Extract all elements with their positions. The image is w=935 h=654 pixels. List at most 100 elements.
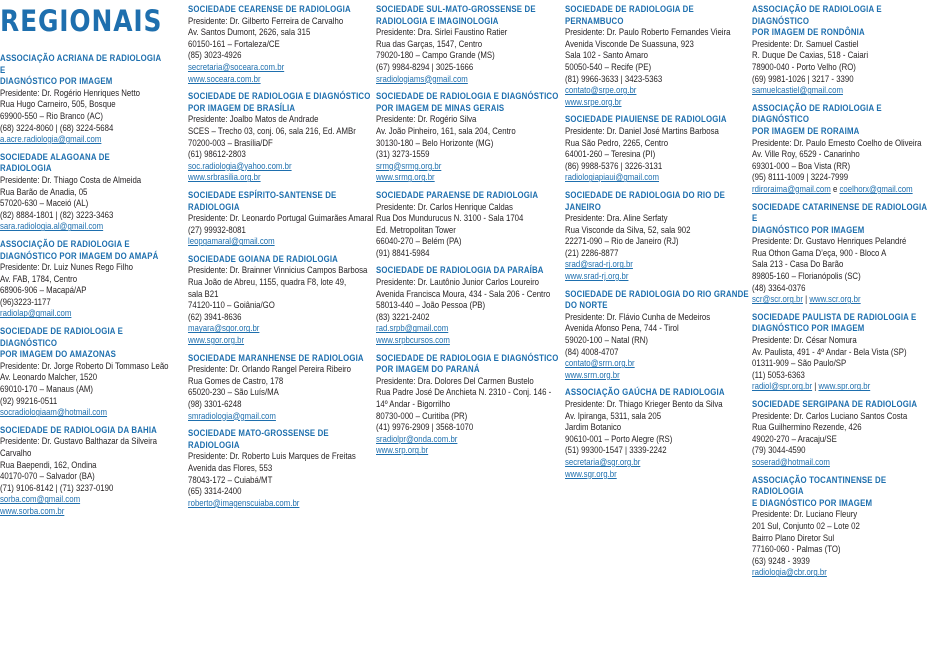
contact-line: Avenida das Flores, 553	[188, 462, 273, 473]
contact-link[interactable]: leopgamaral@gmail.com	[188, 236, 275, 247]
link-separator: e	[830, 183, 840, 194]
contact-link[interactable]: a.acre.radiologia@gmail.com	[0, 134, 102, 145]
contact-line: (95) 8111-1009 | 3224-7999	[752, 172, 849, 183]
contact-line: (21) 2286-8877	[565, 247, 619, 258]
contact-link[interactable]: soserad@hotmail.com	[752, 456, 830, 467]
society-name: SOCIEDADE CEARENSE DE RADIOLOGIA	[188, 4, 351, 14]
society-name: SOCIEDADE MARANHENSE DE RADIOLOGIA	[188, 352, 364, 363]
contact-line: 78043-172 – Cuiabá/MT	[188, 474, 273, 485]
contact-line: Presidente: Dr. Carlos Luciano Santos Co…	[752, 410, 908, 421]
contact-link[interactable]: contato@srpe.org.br	[565, 85, 637, 96]
society-name: E DIAGNÓSTICO POR IMAGEM	[752, 497, 873, 508]
society-name: JANEIRO	[565, 201, 601, 212]
contact-line: Sala 213 - Casa Do Barão	[752, 259, 844, 270]
contact-line: Presidente: Dr. Rogério Silva	[376, 114, 477, 125]
society-name: ASSOCIAÇÃO DE RADIOLOGIA E DIAGNÓSTICO	[752, 102, 882, 125]
contact-line: Avenida Francisca Moura, 434 - Sala 206 …	[376, 288, 551, 299]
contact-link[interactable]: www.sgor.org.br	[188, 335, 245, 346]
society-name: ASSOCIAÇÃO ACRIANA DE RADIOLOGIA E	[0, 53, 162, 75]
contact-link[interactable]: www.srmg.org.br	[376, 172, 435, 183]
society-entry: ASSOCIAÇÃO DE RADIOLOGIA E DIAGNÓSTICO PO…	[0, 239, 162, 320]
contact-link[interactable]: www.soceara.com.br	[188, 73, 261, 84]
column-5: ASSOCIAÇÃO DE RADIOLOGIA E DIAGNÓSTICO PO…	[752, 4, 934, 585]
contact-link[interactable]: www.scr.org.br	[809, 294, 861, 305]
contact-link[interactable]: secretaria@soceara.com.br	[188, 61, 285, 72]
contact-link[interactable]: secretaria@sgr.org.br	[565, 456, 641, 467]
contact-line: 78900-040 - Porto Velho (RO)	[752, 61, 856, 72]
contact-link[interactable]: rad.srpb@gmail.com	[376, 323, 449, 334]
society-name: SOCIEDADE PIAUIENSE DE RADIOLOGIA	[565, 114, 727, 125]
contact-link[interactable]: www.sgr.org.br	[565, 468, 617, 479]
contact-line: Rua das Garças, 1547, Centro	[376, 38, 483, 49]
contact-line: 58013-440 – João Pessoa (PB)	[376, 300, 486, 311]
society-entry: SOCIEDADE DE RADIOLOGIA E DIAGNÓSTICO POR…	[188, 91, 375, 184]
contact-link[interactable]: scr@scr.org.br	[752, 294, 803, 305]
contact-link[interactable]: mayara@sgor.org.br	[188, 323, 260, 334]
contact-link[interactable]: smradiologia@gmail.com	[188, 410, 276, 421]
contact-line: Presidente: Dra. Dolores Del Carmen Bust…	[376, 375, 534, 386]
contact-link[interactable]: www.spr.org.br	[818, 381, 871, 392]
society-name: POR IMAGEM DE RORAIMA	[752, 125, 860, 136]
contact-link[interactable]: roberto@imagenscuiaba.com.br	[188, 497, 300, 508]
society-name: SOCIEDADE DE RADIOLOGIA DO RIO DE	[565, 189, 726, 200]
contact-line: (71) 9106-8142 | (71) 3237-0190	[0, 482, 114, 493]
contact-link[interactable]: sradiologiams@gmail.com	[376, 73, 468, 84]
society-entry: SOCIEDADE PIAUIENSE DE RADIOLOGIA Preside…	[565, 114, 752, 184]
contact-line: 69010-170 – Manaus (AM)	[0, 384, 94, 395]
contact-line: Presidente: Joalbo Matos de Andrade	[188, 114, 319, 125]
contact-line: Rua João de Abreu, 1155, quadra F8, lote…	[188, 277, 347, 288]
contact-line: (96)3223-1177	[0, 296, 51, 307]
contact-link[interactable]: radiologia@cbr.org.br	[752, 567, 827, 578]
contact-link[interactable]: srad@srad-rj.org.br	[565, 259, 633, 270]
contact-link[interactable]: sradiolpr@onda.com.br	[376, 433, 458, 444]
column-2: SOCIEDADE CEARENSE DE RADIOLOGIA Presiden…	[188, 4, 375, 515]
contact-line: 30130-180 – Belo Horizonte (MG)	[376, 137, 494, 148]
society-entry: SOCIEDADE MATO-GROSSENSE DE RADIOLOGIA Pre…	[188, 428, 375, 509]
contact-line: (68) 3224-8060 | (68) 3224-5684	[0, 122, 114, 133]
contact-link[interactable]: www.srp.org.br	[376, 445, 429, 456]
contact-line: Presidente: Dra. Sirlei Faustino Ratier	[376, 27, 508, 38]
society-entry: SOCIEDADE GOIANA DE RADIOLOGIA Presidente…	[188, 254, 375, 347]
contact-link[interactable]: sara.radiologia.al@gmail.com	[0, 221, 104, 232]
society-name: SOCIEDADE PARAENSE DE RADIOLOGIA	[376, 189, 539, 200]
society-entry: ASSOCIAÇÃO GAÚCHA DE RADIOLOGIA President…	[565, 387, 752, 480]
contact-link[interactable]: www.srrn.org.br	[565, 369, 620, 380]
contact-link[interactable]: srmg@srmg.org.br	[376, 160, 442, 171]
society-name: SOCIEDADE DE RADIOLOGIA DE	[565, 4, 694, 14]
contact-link[interactable]: radiologiapiaui@gmail.com	[565, 172, 660, 183]
contact-line: (81) 9966-3633 | 3423-5363	[565, 73, 663, 84]
contact-line: (48) 3364-0376	[752, 282, 806, 293]
contact-link[interactable]: sorba.com@gmail.com	[0, 494, 81, 505]
contact-line: 49020-270 – Aracaju/SE	[752, 433, 837, 444]
contact-line: Rua São Pedro, 2265, Centro	[565, 137, 669, 148]
contact-link[interactable]: rdiroraima@gmail.com	[752, 183, 831, 194]
contact-line: Sala 102 - Santo Amaro	[565, 50, 649, 61]
society-name: DIAGNÓSTICO POR IMAGEM	[0, 76, 113, 87]
society-entry: SOCIEDADE DE RADIOLOGIA DE PERNAMBUCO Pres…	[565, 4, 752, 108]
contact-line: Presidente: Dr. Brainner Vinnicius Campo…	[188, 265, 368, 276]
contact-link[interactable]: www.srbrasilia.org.br	[188, 172, 261, 183]
contact-link[interactable]: socradiologiaam@hotmail.com	[0, 407, 108, 418]
contact-line: 90610-001 – Porto Alegre (RS)	[565, 433, 673, 444]
contact-line: 68906-906 – Macapá/AP	[0, 285, 87, 296]
society-entry: SOCIEDADE PARAENSE DE RADIOLOGIA Presiden…	[376, 190, 563, 260]
contact-line: 50050-540 – Recife (PE)	[565, 61, 652, 72]
contact-line: Presidente: Dr. Orlando Rangel Pereira R…	[188, 364, 352, 375]
contact-line: (69) 9981-1026 | 3217 - 3390	[752, 73, 854, 84]
society-entry: SOCIEDADE CEARENSE DE RADIOLOGIA Presiden…	[188, 4, 375, 85]
society-name: DIAGNÓSTICO POR IMAGEM	[752, 224, 865, 235]
contact-link[interactable]: www.srad-rj.org.br	[565, 271, 629, 282]
contact-line: Rua Gomes de Castro, 178	[188, 375, 284, 386]
society-entry: SOCIEDADE DE RADIOLOGIA E DIAGNÓSTICO POR…	[376, 353, 563, 457]
contact-link[interactable]: soc.radiologia@yahoo.com.br	[188, 160, 292, 171]
contact-link[interactable]: radiolap@gmail.com	[0, 308, 72, 319]
contact-line: Rua Othon Gama D’eça, 900 - Bloco A	[752, 247, 887, 258]
contact-link[interactable]: samuelcastiel@gmail.com	[752, 85, 843, 96]
contact-link[interactable]: coelhorx@gmail.com	[839, 183, 913, 194]
contact-link[interactable]: radiol@spr.org.br	[752, 381, 813, 392]
contact-link[interactable]: www.sorba.com.br	[0, 505, 65, 516]
contact-link[interactable]: contato@srrn.org.br	[565, 358, 635, 369]
contact-link[interactable]: www.srpe.org.br	[565, 96, 622, 107]
contact-line: (79) 3044-4590	[752, 445, 806, 456]
contact-link[interactable]: www.srpbcursos.com	[376, 335, 450, 346]
